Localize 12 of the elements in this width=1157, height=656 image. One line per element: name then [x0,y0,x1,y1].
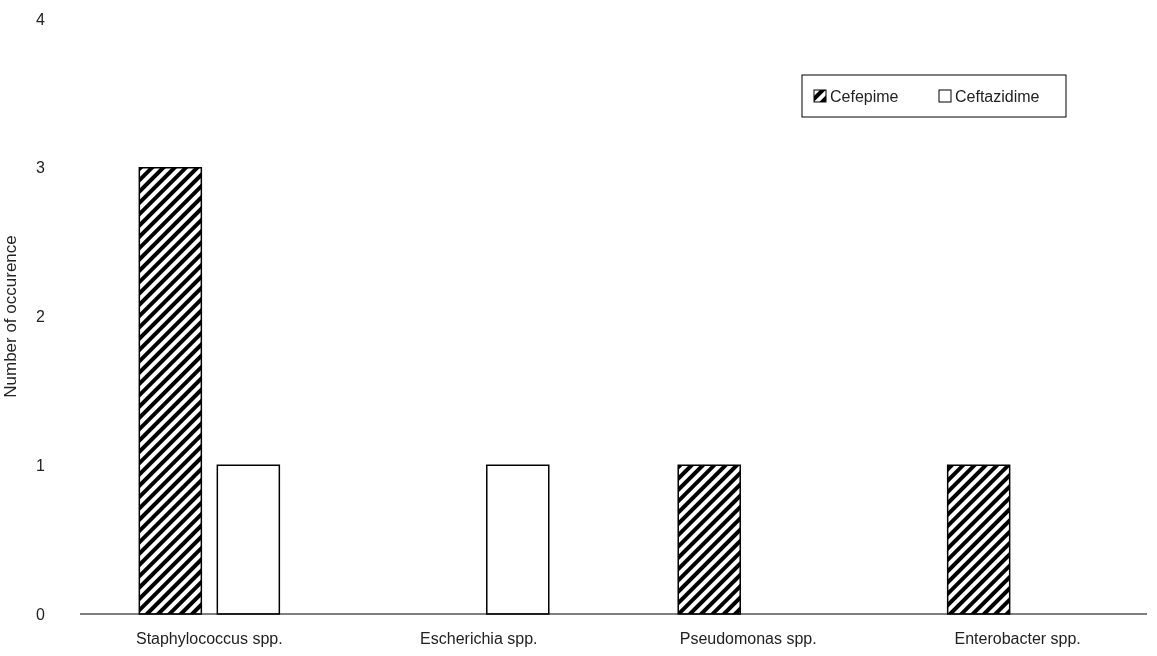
y-tick-label: 0 [36,605,46,623]
x-tick-label: Enterobacter spp. [954,630,1081,647]
legend-label: Cefepime [830,87,899,105]
y-tick-label: 2 [36,308,46,326]
x-tick-label: Escherichia spp. [420,630,538,647]
x-tick-label: Pseudomonas spp. [679,630,817,647]
y-tick-label: 3 [36,159,46,177]
legend-label: Ceftazidime [955,87,1040,105]
y-tick-label: 1 [36,456,46,474]
y-axis-title: Number of occurence [1,235,20,398]
x-tick-label: Staphylococcus spp. [135,630,283,647]
y-tick-label: 4 [36,10,46,28]
